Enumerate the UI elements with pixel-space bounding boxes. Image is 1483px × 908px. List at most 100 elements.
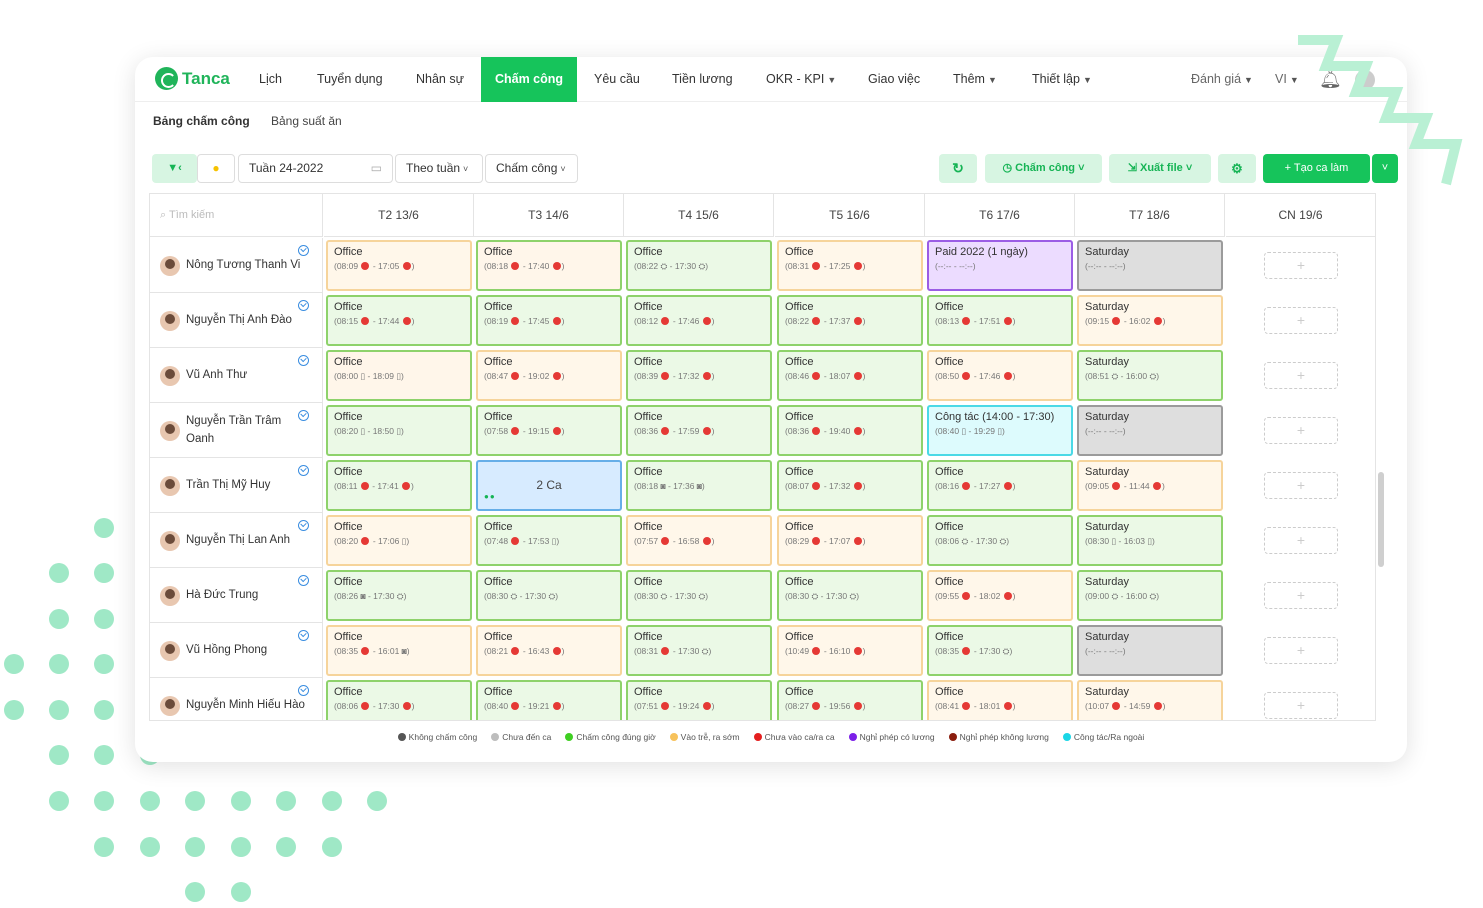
filter-button[interactable]: ▼‹: [152, 154, 197, 183]
shift-cell[interactable]: Office (08:19 - 17:45 ): [476, 295, 622, 346]
shift-cell[interactable]: Office (08:07 - 17:32 ): [777, 460, 923, 511]
create-shift-dropdown[interactable]: ˅: [1372, 154, 1398, 183]
add-shift-button[interactable]: +: [1264, 417, 1338, 444]
shift-cell[interactable]: Office (08:50 - 17:46 ): [927, 350, 1073, 401]
shift-cell[interactable]: Office (08:18 - 17:40 ): [476, 240, 622, 291]
location-pin-icon[interactable]: ●: [197, 154, 235, 183]
employee-cell[interactable]: Nguyễn Thị Anh Đào: [150, 293, 323, 348]
shift-cell[interactable]: Office (08:16 - 17:27 ): [927, 460, 1073, 511]
employee-cell[interactable]: Nguyễn Trần Trâm Oanh: [150, 403, 323, 458]
search-input[interactable]: ⌕ Tìm kiếm: [150, 194, 323, 237]
shift-cell[interactable]: Office (07:57 - 16:58 ): [626, 515, 772, 566]
shift-cell[interactable]: Office (08:46 - 18:07 ): [777, 350, 923, 401]
week-picker[interactable]: Tuần 24-2022 ▭: [238, 154, 393, 183]
shift-cell[interactable]: Paid 2022 (1 ngày) (--:-- - --:--): [927, 240, 1073, 291]
timekeeping-button[interactable]: ◷ Chấm công ˅: [985, 154, 1102, 183]
shift-cell[interactable]: Saturday (--:-- - --:--): [1077, 625, 1223, 676]
nav-item-lich[interactable]: Lịch: [259, 72, 282, 86]
nav-item-cham-cong[interactable]: Chấm công: [481, 57, 577, 102]
refresh-button[interactable]: ↻: [939, 154, 977, 183]
shift-cell[interactable]: Office (08:30 ⛭ - 17:30 ⛭): [777, 570, 923, 621]
nav-item-tuyen-dung[interactable]: Tuyển dụng: [317, 72, 383, 86]
shift-cell[interactable]: Office (07:51 - 19:24 ): [626, 680, 772, 720]
add-shift-button[interactable]: +: [1264, 307, 1338, 334]
shift-cell[interactable]: Saturday (08:30 ▯ - 16:03 ▯): [1077, 515, 1223, 566]
shift-cell[interactable]: Office (08:31 - 17:25 ): [777, 240, 923, 291]
shift-cell[interactable]: Office (08:13 - 17:51 ): [927, 295, 1073, 346]
employee-cell[interactable]: Nguyễn Minh Hiếu Hào: [150, 678, 323, 720]
tab-bang-suat-an[interactable]: Bảng suất ăn: [271, 114, 342, 128]
create-shift-button[interactable]: + Tạo ca làm: [1263, 154, 1370, 183]
employee-cell[interactable]: Trần Thị Mỹ Huy: [150, 458, 323, 513]
shift-cell[interactable]: Office (08:18 ◙ - 17:36 ◙): [626, 460, 772, 511]
shift-cell[interactable]: Office (08:39 - 17:32 ): [626, 350, 772, 401]
shift-cell[interactable]: Office (08:11 - 17:41 ): [326, 460, 472, 511]
shift-cell[interactable]: Công tác (14:00 - 17:30) (08:40 ▯ - 19:29…: [927, 405, 1073, 456]
shift-cell[interactable]: Office (08:35 - 16:01 ◙): [326, 625, 472, 676]
add-shift-button[interactable]: +: [1264, 692, 1338, 719]
shift-cell[interactable]: Office (09:55 - 18:02 ): [927, 570, 1073, 621]
shift-cell[interactable]: Saturday (10:07 - 14:59 ): [1077, 680, 1223, 720]
add-shift-button[interactable]: +: [1264, 252, 1338, 279]
employee-cell[interactable]: Vũ Hồng Phong: [150, 623, 323, 678]
shift-cell[interactable]: Office (08:30 ⛭ - 17:30 ⛭): [476, 570, 622, 621]
shift-cell[interactable]: Saturday (--:-- - --:--): [1077, 240, 1223, 291]
add-shift-button[interactable]: +: [1264, 637, 1338, 664]
check-circle-icon[interactable]: [298, 465, 309, 476]
vertical-scrollbar[interactable]: [1378, 472, 1384, 567]
shift-cell[interactable]: Office (08:26 ◙ - 17:30 ⛭): [326, 570, 472, 621]
shift-cell[interactable]: Office (08:29 - 17:07 ): [777, 515, 923, 566]
check-circle-icon[interactable]: [298, 410, 309, 421]
view-select[interactable]: Theo tuần ˅: [395, 154, 483, 183]
add-shift-button[interactable]: +: [1264, 362, 1338, 389]
check-circle-icon[interactable]: [298, 355, 309, 366]
shift-cell[interactable]: Office (08:06 ⛭ - 17:30 ⛭): [927, 515, 1073, 566]
shift-cell[interactable]: Office (08:30 ⛭ - 17:30 ⛭): [626, 570, 772, 621]
language-select[interactable]: VI ▼: [1275, 57, 1299, 102]
settings-gear-icon[interactable]: ⚙: [1218, 154, 1256, 183]
check-circle-icon[interactable]: [298, 300, 309, 311]
shift-cell[interactable]: Office (08:36 - 17:59 ): [626, 405, 772, 456]
add-shift-button[interactable]: +: [1264, 472, 1338, 499]
shift-cell[interactable]: Office (08:09 - 17:05 ): [326, 240, 472, 291]
shift-cell[interactable]: Office (08:20 - 17:06 ▯): [326, 515, 472, 566]
check-circle-icon[interactable]: [298, 685, 309, 696]
tab-bang-cham-cong[interactable]: Bảng chấm công: [153, 114, 250, 128]
employee-cell[interactable]: Vũ Anh Thư: [150, 348, 323, 403]
shift-cell[interactable]: Saturday (--:-- - --:--): [1077, 405, 1223, 456]
nav-item-tien-luong[interactable]: Tiền lương: [672, 72, 733, 86]
shift-cell[interactable]: Office (08:00 ▯ - 18:09 ▯): [326, 350, 472, 401]
nav-item-thiet-lap[interactable]: Thiết lập ▼: [1032, 57, 1092, 102]
shift-cell[interactable]: Office (08:22 - 17:37 ): [777, 295, 923, 346]
shift-cell[interactable]: Office (08:27 - 19:56 ): [777, 680, 923, 720]
shift-cell[interactable]: Office (08:15 - 17:44 ): [326, 295, 472, 346]
check-circle-icon[interactable]: [298, 520, 309, 531]
shift-cell[interactable]: Office (08:12 - 17:46 ): [626, 295, 772, 346]
shift-cell[interactable]: Office (08:20 ▯ - 18:50 ▯): [326, 405, 472, 456]
bell-icon[interactable]: 🔔︎: [1319, 69, 1342, 89]
nav-item-nhan-su[interactable]: Nhân sự: [416, 72, 464, 86]
nav-item-them[interactable]: Thêm ▼: [953, 57, 997, 102]
shift-cell[interactable]: Saturday (09:05 - 11:44 ): [1077, 460, 1223, 511]
nav-item-giao-viec[interactable]: Giao việc: [868, 72, 921, 86]
nav-item-danh-gia[interactable]: Đánh giá ▼: [1191, 57, 1253, 102]
check-circle-icon[interactable]: [298, 575, 309, 586]
shift-cell[interactable]: Office (08:21 - 16:43 ): [476, 625, 622, 676]
shift-cell[interactable]: Office (08:47 - 19:02 ): [476, 350, 622, 401]
export-button[interactable]: ⇲ Xuất file ˅: [1109, 154, 1211, 183]
shift-cell[interactable]: Office (08:35 - 17:30 ⛭): [927, 625, 1073, 676]
shift-cell[interactable]: Office (08:41 - 18:01 ): [927, 680, 1073, 720]
shift-cell[interactable]: 2 Ca ●●: [476, 460, 622, 511]
tanca-logo[interactable]: Tanca: [155, 67, 230, 90]
shift-cell[interactable]: Saturday (09:00 ⛭ - 16:00 ⛭): [1077, 570, 1223, 621]
shift-cell[interactable]: Office (08:06 - 17:30 ): [326, 680, 472, 720]
shift-cell[interactable]: Office (08:36 - 19:40 ): [777, 405, 923, 456]
employee-cell[interactable]: Nguyễn Thị Lan Anh: [150, 513, 323, 568]
shift-cell[interactable]: Saturday (08:51 ⛭ - 16:00 ⛭): [1077, 350, 1223, 401]
avatar[interactable]: [1355, 57, 1375, 102]
add-shift-button[interactable]: +: [1264, 582, 1338, 609]
shift-cell[interactable]: Office (07:48 - 17:53 ▯): [476, 515, 622, 566]
shift-cell[interactable]: Office (08:22 ⛭ - 17:30 ⛭): [626, 240, 772, 291]
shift-cell[interactable]: Office (07:58 - 19:15 ): [476, 405, 622, 456]
employee-cell[interactable]: Hà Đức Trung: [150, 568, 323, 623]
